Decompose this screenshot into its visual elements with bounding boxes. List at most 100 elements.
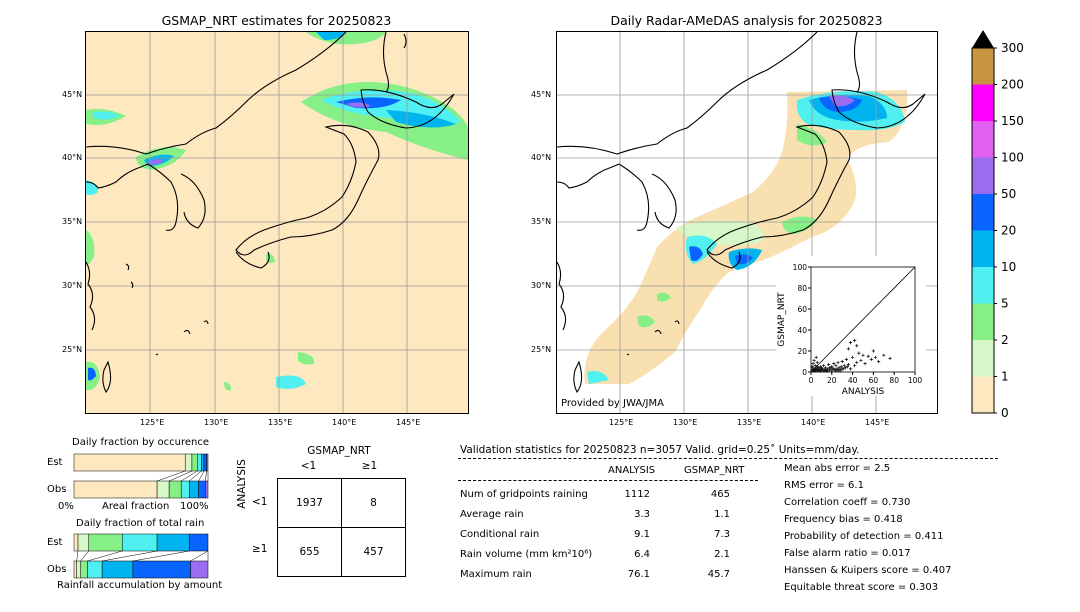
fraction-bar-segment [198, 480, 206, 499]
colorbar-extend-arrow [972, 30, 994, 48]
left-lat-label: 40°N [62, 153, 83, 162]
fraction-connector [189, 470, 202, 482]
occurrence-label-obs: Obs [47, 484, 67, 495]
contingency-cell: 8 [341, 478, 406, 528]
left-lon-label: 135°E [268, 418, 293, 427]
left-lat-label: 30°N [62, 281, 83, 290]
data-credit: Provided by JWA/JMA [561, 398, 664, 409]
scatter-point [853, 338, 857, 343]
scatter-point [821, 369, 826, 373]
rainfrac-bars [73, 533, 209, 579]
rainfrac-label-est: Est [47, 537, 63, 548]
scatter-point [814, 369, 818, 373]
contingency-col-title: GSMAP_NRT [307, 445, 371, 457]
scatter-point [863, 362, 867, 366]
scatter-point [888, 356, 892, 360]
colorbar-level-label: 0 [1001, 406, 1009, 418]
scatter-xtick-label: 0 [809, 376, 814, 385]
validation-col-analysis: ANALYSIS [608, 465, 656, 476]
occurrence-title: Daily fraction by occurence [72, 437, 210, 448]
scatter-point [834, 369, 838, 373]
occurrence-xlabel: Areal fraction [102, 501, 170, 512]
fraction-connector [80, 550, 89, 562]
rainfrac-xlabel: Rainfall accumulation by amount [57, 580, 223, 591]
scatter-point [861, 353, 865, 357]
scatter-xlabel: ANALYSIS [842, 387, 885, 396]
colorbar-segment [972, 340, 994, 377]
contingency-cell: 1937 [277, 478, 342, 528]
left-map-canvas [86, 32, 468, 413]
contingency-row-title: ANALYSIS [236, 459, 248, 509]
colorbar-level-label: 1 [1001, 370, 1009, 384]
score-line: Hanssen & Kuipers score = 0.407 [784, 565, 952, 576]
fraction-connector [205, 470, 207, 482]
right-lat-label: 25°N [531, 345, 552, 354]
scatter-ytick-label: 20 [797, 347, 807, 356]
right-lat-label: 35°N [531, 217, 552, 226]
left-lon-label: 140°E [332, 418, 357, 427]
contingency-row-label: ≥1 [252, 543, 268, 555]
scatter-point [836, 368, 840, 372]
contingency-col-label: ≥1 [361, 460, 378, 472]
colorbar-segment [972, 48, 994, 85]
scatter-ytick-label: 60 [797, 305, 807, 314]
left-lat-label: 45°N [62, 90, 83, 99]
right-coastline [557, 32, 926, 394]
colorbar-level-label: 100 [1001, 151, 1024, 165]
scatter-diagonal [810, 266, 916, 373]
left-lat-label: 35°N [62, 217, 83, 226]
contingency-row-label: <1 [252, 496, 268, 508]
fraction-bar-segment [180, 480, 190, 499]
scatter-ytick-label: 40 [797, 326, 807, 335]
scatter-point [882, 353, 886, 357]
colorbar-level-label: 150 [1001, 114, 1024, 128]
scatter-point [834, 364, 838, 368]
rainfrac-title: Daily fraction of total rain [76, 518, 205, 529]
fraction-bar-segment [156, 480, 170, 499]
stat-analysis: 3.3 [634, 509, 650, 520]
fraction-bar-segment [203, 453, 207, 472]
scatter-point [810, 368, 814, 372]
left-map-title: GSMAP_NRT estimates for 20250823 [161, 13, 392, 28]
scatter-point [866, 354, 870, 358]
left-lon-label: 130°E [204, 418, 229, 427]
scatter-point [873, 355, 878, 359]
colorbar-level-label: 20 [1001, 224, 1016, 238]
left-map [85, 31, 469, 414]
left-lon-label: 145°E [396, 418, 421, 427]
scatter-ytick-label: 80 [797, 284, 807, 293]
right-lat-label: 30°N [531, 281, 552, 290]
scatter-point [832, 362, 836, 366]
scatter-point [859, 358, 863, 363]
fraction-bar-segment [80, 560, 88, 579]
stat-analysis: 1112 [624, 489, 650, 500]
scatter-point [811, 366, 815, 370]
colorbar-segment [972, 376, 994, 413]
scatter-point [877, 359, 881, 364]
scatter-point [814, 355, 818, 359]
stat-gsmap: 45.7 [707, 569, 730, 580]
scatter-point [823, 368, 828, 372]
contingency-cell: 655 [277, 527, 342, 577]
fraction-bar-segment [132, 560, 191, 579]
validation-header: Validation statistics for 20250823 n=305… [460, 444, 860, 456]
stat-analysis: 9.1 [634, 529, 650, 540]
fraction-connector [102, 550, 158, 562]
stat-label: Num of gridpoints raining [460, 489, 588, 500]
scatter-point [813, 367, 817, 371]
scatter-point [838, 369, 842, 373]
colorbar-segment [972, 267, 994, 304]
fraction-bar-segment [206, 453, 209, 472]
occurrence-bars [73, 453, 209, 499]
contingency-col-label: <1 [300, 460, 317, 472]
colorbar-level-label: 10 [1001, 260, 1016, 274]
scatter-point [813, 364, 817, 368]
scatter-point [857, 351, 861, 355]
colorbar-segment [972, 303, 994, 340]
colorbar-level-label: 50 [1001, 187, 1016, 201]
fraction-bar-segment [188, 480, 199, 499]
right-map: 0 20 40 60 80 100 0 20 40 60 80 100 ANALYSIS GSMAP_NR… [556, 31, 938, 414]
score-line: Correlation coeff = 0.730 [784, 497, 911, 508]
scatter-point [843, 366, 847, 370]
rainfrac-label-obs: Obs [47, 564, 67, 575]
